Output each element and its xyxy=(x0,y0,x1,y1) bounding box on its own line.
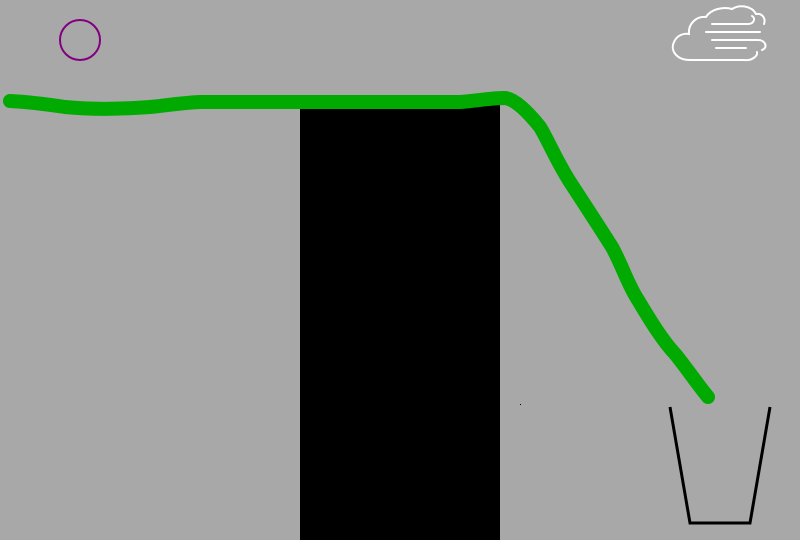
cloud-bottom xyxy=(689,51,759,62)
cloud-outline xyxy=(671,5,766,61)
black-wall xyxy=(300,105,500,540)
ball xyxy=(59,19,101,61)
wind-line-1 xyxy=(711,15,756,25)
wind-line-3 xyxy=(711,39,767,51)
wind-cloud-icon[interactable] xyxy=(671,5,767,62)
drawn-green-line xyxy=(3,91,715,404)
speck xyxy=(520,404,521,405)
goal-cup xyxy=(668,406,772,525)
